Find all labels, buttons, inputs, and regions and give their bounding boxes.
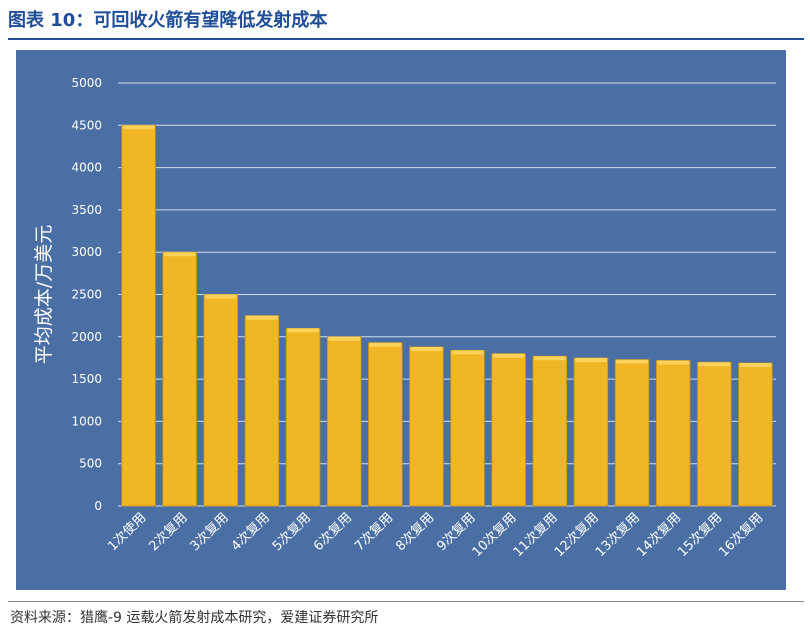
x-tick-label: 7次复用: [351, 510, 396, 555]
x-tick-label: 14次复用: [633, 510, 684, 561]
bar: [162, 251, 197, 507]
y-tick-label: 0: [94, 499, 102, 513]
bar: [203, 294, 239, 507]
x-tick-label: 11次复用: [510, 510, 561, 561]
bar-top-highlight: [204, 294, 237, 299]
bar-top-highlight: [410, 346, 443, 351]
bar: [697, 361, 732, 507]
y-tick-label: 1000: [71, 414, 102, 428]
bar: [573, 357, 609, 507]
y-tick-label: 500: [79, 457, 102, 471]
bar: [285, 327, 321, 507]
bar-top-highlight: [657, 360, 690, 365]
bar-top-highlight: [287, 328, 319, 333]
bar-top-highlight: [163, 252, 196, 257]
y-tick-label: 3000: [71, 245, 102, 259]
x-tick-label: 13次复用: [592, 510, 643, 561]
bar-chart: 0 500 1000 1500 2000 2500 3000 3500 4000 4500 5000…: [33, 76, 776, 561]
x-tick-label: 6次复用: [310, 510, 355, 555]
bar-top-highlight: [122, 125, 155, 130]
bar: [450, 349, 485, 507]
bar-top-highlight: [533, 356, 566, 361]
bar: [738, 362, 773, 507]
x-tick-label: 10次复用: [469, 510, 520, 561]
bar: [491, 353, 526, 507]
figure-title: 图表 10：可回收火箭有望降低发射成本: [8, 10, 328, 31]
bar-top-highlight: [492, 353, 525, 358]
y-tick-label: 1500: [71, 372, 102, 386]
bar: [368, 342, 403, 507]
bar-top-highlight: [739, 363, 772, 368]
y-axis-label: 平均成本/万美元: [33, 225, 55, 364]
y-tick-label: 2000: [71, 330, 102, 344]
bar-top-highlight: [616, 359, 648, 364]
chart-panel: 0 500 1000 1500 2000 2500 3000 3500 4000 4500 5000…: [16, 50, 786, 590]
bar-top-highlight: [328, 336, 361, 341]
bar-top-highlight: [451, 350, 484, 355]
x-tick-label: 4次复用: [228, 510, 273, 555]
y-tick-label: 4000: [71, 161, 102, 175]
bar: [244, 315, 280, 507]
y-tick-label: 3500: [71, 203, 102, 217]
bar-top-highlight: [246, 315, 278, 320]
y-tick-label: 5000: [71, 76, 102, 90]
x-tick-label: 1次使用: [105, 510, 150, 555]
x-tick-label: 5次复用: [269, 510, 314, 555]
bar-top-highlight: [698, 362, 731, 367]
bar-top-highlight: [369, 342, 402, 347]
x-tick-label: 15次复用: [675, 510, 726, 561]
source-divider: [8, 601, 804, 602]
bar: [614, 359, 650, 507]
y-tick-label: 4500: [71, 118, 102, 132]
x-tick-label: 2次复用: [146, 510, 191, 555]
x-tick-label: 12次复用: [551, 510, 602, 561]
bar: [409, 346, 444, 507]
y-tick-label: 2500: [71, 288, 102, 302]
title-divider: [8, 38, 804, 40]
x-tick-label: 3次复用: [187, 510, 232, 555]
x-tick-label: 16次复用: [716, 510, 767, 561]
bar: [532, 355, 568, 507]
bar: [121, 124, 156, 507]
bar-top-highlight: [575, 357, 607, 362]
bar: [655, 360, 691, 507]
source-note: 资料来源：猎鹰-9 运载火箭发射成本研究，爱建证券研究所: [10, 610, 379, 626]
x-tick-label: 8次复用: [393, 510, 438, 555]
bar: [326, 336, 362, 507]
